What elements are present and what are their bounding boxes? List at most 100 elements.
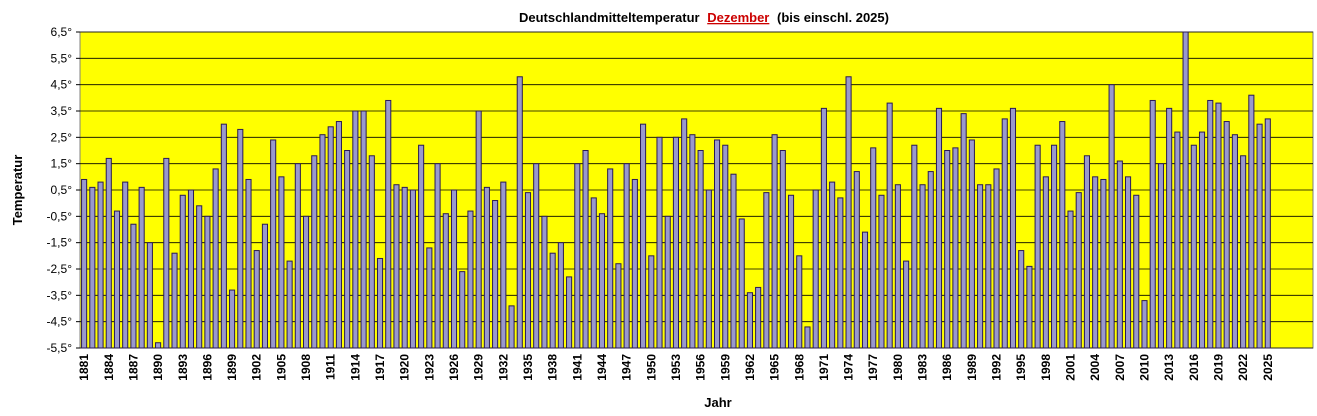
y-tick-label: 0,5° [51, 183, 73, 197]
x-tick-label: 2004 [1088, 354, 1102, 381]
x-tick-label: 1887 [126, 354, 140, 381]
x-tick-label: 1902 [250, 354, 264, 381]
y-tick-label: 4,5° [51, 78, 73, 92]
x-tick-label: 1914 [348, 354, 362, 381]
bar-1926 [450, 189, 458, 349]
x-tick-label: 1896 [200, 354, 214, 381]
y-tick-label: -5,5° [47, 341, 73, 355]
x-tick-label: 1992 [990, 354, 1004, 381]
x-tick-label: 2025 [1261, 354, 1275, 381]
bar-2001 [1067, 210, 1074, 349]
bar-1895 [196, 205, 203, 349]
bar-1991 [985, 184, 992, 349]
bar-1950 [648, 255, 655, 349]
bar-2009 [1133, 194, 1140, 349]
bar-1914 [352, 110, 359, 349]
bar-1893 [179, 194, 186, 349]
x-tick-label: 1956 [694, 354, 708, 381]
bar-1998 [1042, 176, 1049, 349]
bar-1934 [516, 76, 523, 349]
bar-2021 [1231, 134, 1238, 349]
bar-1968 [796, 255, 803, 349]
x-tick-label: 1989 [965, 354, 979, 381]
bar-1940 [566, 276, 573, 349]
bar-1922 [418, 144, 425, 349]
bar-1932 [500, 181, 507, 349]
bar-1942 [582, 150, 589, 349]
bar-1927 [459, 271, 466, 349]
x-tick-label: 2019 [1212, 354, 1226, 381]
bar-2002 [1075, 192, 1082, 349]
bar-1981 [903, 260, 910, 349]
x-tick-label: 1938 [546, 354, 560, 381]
bar-1915 [360, 110, 367, 349]
bar-1928 [467, 210, 474, 349]
bar-1957 [705, 189, 712, 349]
bar-1995 [1018, 250, 1025, 349]
bar-2023 [1248, 94, 1255, 349]
bar-1976 [861, 231, 869, 349]
y-ticks: 6,5° 5,5° 4,5° 3,5° 2,5° 1,5° 0,5° -0,5° -1,5° -2… [47, 25, 80, 355]
x-tick-label: 1950 [644, 354, 658, 381]
bar-2020 [1223, 121, 1230, 349]
bar-1993 [1001, 118, 1008, 349]
x-tick-label: 1899 [225, 354, 239, 381]
x-tick-label: 2016 [1187, 354, 1201, 381]
bar-1963 [755, 286, 762, 349]
bar-1973 [837, 197, 844, 349]
bar-1885 [113, 210, 121, 349]
x-tick-label: 1932 [496, 354, 510, 381]
x-tick-label: 1947 [620, 354, 634, 381]
bar-1933 [508, 305, 515, 349]
x-tick-label: 1923 [422, 354, 436, 381]
bar-1918 [385, 99, 392, 349]
bar-1974 [845, 76, 852, 349]
bar-1884 [105, 157, 112, 349]
y-tick-label: 3,5° [51, 104, 73, 118]
bar-1923 [426, 247, 433, 349]
bar-1890 [155, 342, 162, 349]
bar-1891 [163, 157, 170, 349]
bar-2018 [1207, 99, 1214, 349]
x-tick-label: 1995 [1014, 354, 1028, 381]
bar-1892 [171, 252, 178, 349]
bar-1996 [1026, 265, 1033, 349]
bar-1941 [574, 163, 581, 349]
bar-1978 [878, 194, 885, 349]
bar-1960 [730, 173, 737, 349]
bar-2019 [1215, 102, 1222, 349]
bar-1887 [130, 223, 137, 349]
bar-1902 [253, 250, 260, 349]
bar-1881 [81, 178, 88, 349]
x-tick-label: 2013 [1162, 354, 1176, 381]
bar-1896 [204, 215, 211, 349]
bar-2000 [1059, 121, 1066, 349]
bar-1970 [812, 189, 819, 349]
bar-1937 [541, 215, 548, 349]
x-tick-label: 1935 [521, 354, 535, 381]
bar-1911 [327, 126, 334, 349]
x-tick-label: 1983 [916, 354, 930, 381]
bar-1988 [960, 113, 967, 349]
bar-2007 [1116, 160, 1123, 349]
bar-1944 [598, 213, 606, 349]
y-tick-label: -2,5° [47, 262, 73, 276]
bar-1913 [344, 150, 351, 349]
bar-1908 [303, 215, 310, 349]
bar-1883 [97, 181, 104, 349]
bar-1929 [475, 110, 482, 349]
bar-1936 [533, 163, 540, 349]
bar-1898 [220, 123, 227, 349]
bar-1900 [237, 128, 244, 349]
x-tick-label: 1941 [570, 354, 584, 381]
bar-1980 [894, 184, 901, 349]
bar-1964 [763, 192, 770, 349]
bar-1910 [319, 134, 326, 349]
bar-1971 [820, 107, 827, 349]
bar-1977 [870, 147, 877, 349]
x-tick-label: 1917 [373, 354, 387, 381]
bar-1899 [229, 289, 236, 349]
bar-1951 [656, 136, 663, 349]
bar-1967 [787, 194, 795, 349]
x-tick-label: 1908 [299, 354, 313, 381]
